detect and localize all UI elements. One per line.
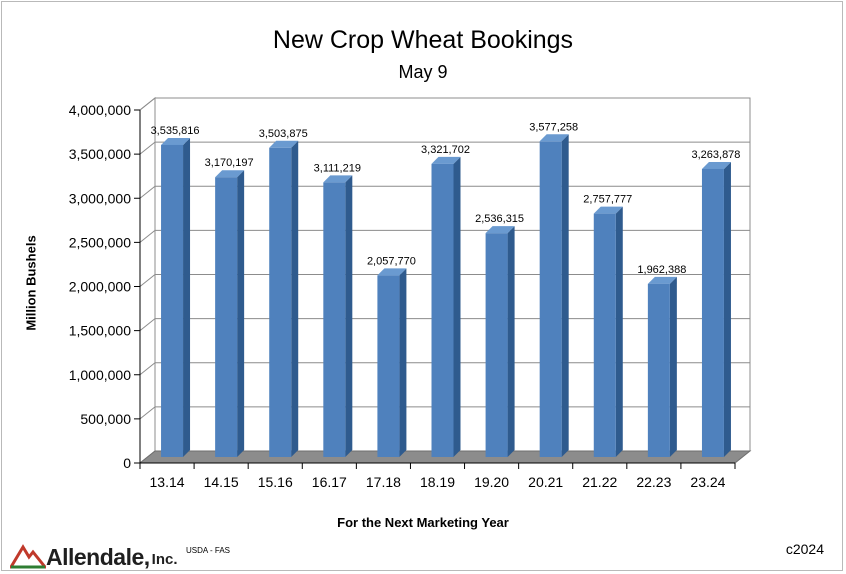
logo-inc: Inc. bbox=[151, 551, 178, 568]
chart-title: New Crop Wheat Bookings bbox=[272, 26, 574, 54]
bar bbox=[593, 213, 616, 457]
bar-side bbox=[345, 175, 353, 457]
gridline-side bbox=[139, 274, 156, 287]
bar-top bbox=[431, 156, 461, 164]
bar bbox=[431, 163, 454, 457]
data-labels: 3,535,816 3,170,197 3,503,875 3,111,219 2,05… bbox=[151, 121, 741, 276]
y-tick-label: 2,000,000 bbox=[69, 279, 131, 295]
bar-top bbox=[323, 175, 353, 183]
logo-brand: Allendale, bbox=[46, 544, 150, 570]
bar bbox=[701, 168, 724, 457]
bar-side bbox=[399, 268, 407, 457]
x-tick-label: 13.14 bbox=[150, 474, 185, 490]
bar-top bbox=[647, 276, 677, 284]
data-label: 3,263,878 bbox=[691, 149, 740, 161]
y-axis-label: Million Bushels bbox=[23, 235, 39, 331]
bar bbox=[539, 141, 562, 457]
bar-side bbox=[723, 161, 731, 457]
y-tick-label: 3,500,000 bbox=[69, 146, 131, 162]
y-tick-label: 3,000,000 bbox=[69, 190, 131, 206]
x-axis-label: For the Next Marketing Year bbox=[337, 515, 509, 530]
y-tick-label: 2,500,000 bbox=[69, 234, 131, 250]
x-tick-label: 23.24 bbox=[690, 474, 725, 490]
bar-top bbox=[161, 137, 191, 145]
data-label: 1,962,388 bbox=[637, 264, 686, 276]
x-tick-label: 21.22 bbox=[582, 474, 617, 490]
bar-top bbox=[269, 140, 299, 148]
data-label: 3,577,258 bbox=[529, 121, 578, 133]
x-axis-ticks: 13.14 14.15 15.16 16.17 17.18 18.19 19.20 20.21… bbox=[139, 463, 736, 490]
bar-side bbox=[615, 206, 623, 457]
allendale-logo: Allendale, Inc. bbox=[10, 537, 178, 569]
data-label: 3,321,702 bbox=[421, 144, 470, 156]
logo-mountain-icon bbox=[10, 544, 46, 569]
gridline-side bbox=[139, 318, 156, 332]
bar-top bbox=[539, 134, 569, 142]
bar-side bbox=[183, 137, 191, 457]
bar bbox=[215, 177, 238, 458]
bar-top bbox=[485, 226, 515, 234]
source-note: USDA - FAS bbox=[186, 546, 231, 555]
bar-top bbox=[377, 268, 407, 276]
x-tick-label: 22.23 bbox=[636, 474, 671, 490]
gridline-side bbox=[139, 229, 156, 243]
y-tick-label: 4,000,000 bbox=[69, 102, 131, 118]
data-label: 3,111,219 bbox=[314, 162, 361, 174]
y-tick-label: 1,500,000 bbox=[69, 323, 131, 339]
data-label: 3,503,875 bbox=[259, 128, 308, 140]
gridline-side bbox=[139, 362, 156, 376]
x-tick-label: 19.20 bbox=[474, 474, 509, 490]
bar bbox=[323, 182, 346, 457]
bar-side bbox=[561, 134, 569, 457]
gridline-side bbox=[139, 406, 156, 420]
data-label: 2,536,315 bbox=[475, 213, 524, 225]
x-tick-label: 17.18 bbox=[366, 474, 401, 490]
bar bbox=[269, 147, 292, 458]
y-tick-label: 500,000 bbox=[80, 411, 131, 427]
y-tick-label: 0 bbox=[123, 455, 131, 471]
gridline-side bbox=[139, 141, 156, 155]
data-label: 2,757,777 bbox=[583, 194, 632, 206]
bar bbox=[161, 144, 184, 457]
copyright: c2024 bbox=[785, 541, 824, 557]
bar bbox=[377, 275, 400, 457]
bar bbox=[647, 283, 670, 457]
data-label: 3,170,197 bbox=[205, 157, 254, 169]
gridline-side bbox=[139, 97, 156, 111]
bar-side bbox=[669, 276, 677, 457]
x-tick-label: 20.21 bbox=[528, 474, 563, 490]
x-tick-label: 16.17 bbox=[312, 474, 347, 490]
x-tick-label: 14.15 bbox=[204, 474, 239, 490]
chart-subtitle: May 9 bbox=[398, 62, 448, 82]
bar bbox=[485, 233, 508, 457]
bar-side bbox=[507, 226, 515, 457]
bar-top bbox=[215, 170, 245, 178]
x-tick-label: 15.16 bbox=[258, 474, 293, 490]
y-axis-ticks: 0 500,000 1,000,000 1,500,000 2,000,000 2,500… bbox=[69, 102, 141, 471]
bar-side bbox=[453, 156, 461, 457]
gridline-side bbox=[139, 185, 156, 199]
bar-side bbox=[291, 140, 299, 458]
data-label: 3,535,816 bbox=[151, 125, 200, 137]
bar-side bbox=[237, 170, 245, 458]
data-label: 2,057,770 bbox=[367, 255, 416, 267]
bars bbox=[161, 134, 731, 458]
bar-top bbox=[593, 206, 623, 214]
x-tick-label: 18.19 bbox=[420, 474, 455, 490]
bar-top bbox=[701, 161, 731, 169]
y-tick-label: 1,000,000 bbox=[69, 367, 131, 383]
